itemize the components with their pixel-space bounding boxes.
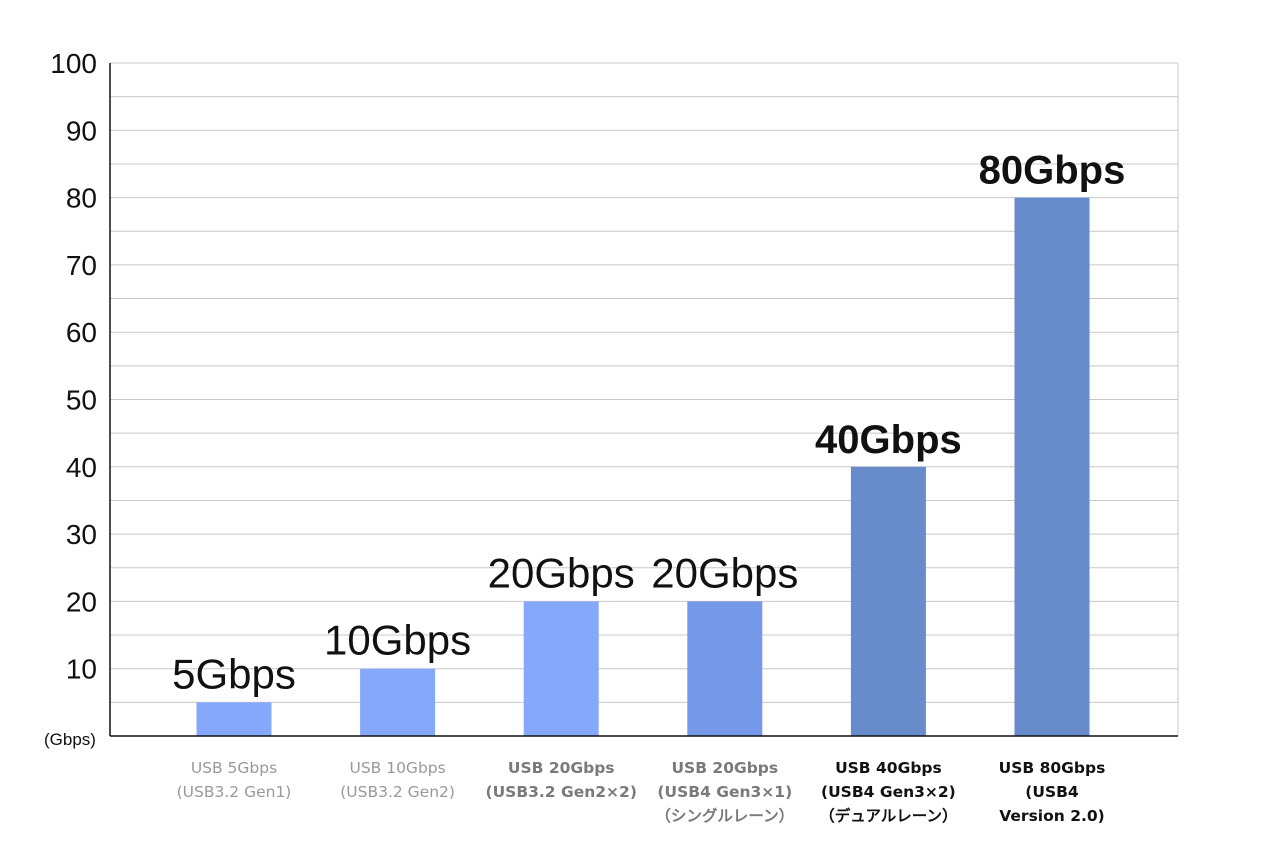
data-label: 80Gbps: [979, 149, 1126, 193]
y-tick-label: 20: [66, 586, 97, 617]
data-label: 10Gbps: [324, 617, 471, 664]
y-tick-label: 100: [50, 48, 97, 79]
grid-lines: [110, 62, 1179, 736]
category-label: Version 2.0): [999, 807, 1104, 825]
data-label: 40Gbps: [815, 418, 962, 462]
category-label: USB 20Gbps: [671, 759, 778, 777]
category-label: (USB3.2 Gen2): [340, 783, 455, 801]
category-label: (USB3.2 Gen2×2): [485, 783, 636, 801]
y-tick-label: 70: [66, 250, 97, 281]
category-labels: USB 5Gbps (USB3.2 Gen1) USB 10Gbps (USB3.2 …: [177, 759, 1106, 825]
category-label: （デュアルレーン）: [819, 806, 957, 825]
category-label: USB 10Gbps: [349, 759, 445, 777]
y-tick-label: 40: [66, 452, 97, 483]
category-label: USB 5Gbps: [191, 759, 277, 777]
data-label: 20Gbps: [488, 549, 635, 596]
category-label: (USB3.2 Gen1): [177, 783, 292, 801]
category-label: USB 80Gbps: [999, 759, 1106, 777]
data-label: 20Gbps: [651, 549, 798, 596]
category-label: (USB4: [1025, 783, 1079, 801]
category-label: USB 20Gbps: [508, 759, 615, 777]
axes: [109, 63, 1178, 737]
category-label: (USB4 Gen3×2): [821, 783, 956, 801]
data-label: 5Gbps: [172, 650, 296, 697]
bar: [687, 601, 763, 736]
category-label: （シングルレーン）: [655, 806, 794, 825]
bar: [196, 702, 272, 736]
category-label: USB 40Gbps: [835, 759, 942, 777]
y-tick-label: 30: [66, 519, 97, 550]
y-tick-label: 50: [66, 385, 97, 416]
y-axis-unit-label: (Gbps): [44, 730, 96, 749]
y-axis-ticks: 10 20 30 40 50 60 70 80 90 100: [50, 48, 97, 685]
value-labels: 5Gbps 10Gbps 20Gbps 20Gbps 40Gbps 80Gbps: [172, 149, 1125, 698]
bars: [196, 197, 1090, 737]
y-tick-label: 90: [66, 115, 97, 146]
bar: [360, 668, 436, 736]
category-label: (USB4 Gen3×1): [657, 783, 792, 801]
bar: [1014, 197, 1090, 737]
y-tick-label: 80: [66, 183, 97, 214]
y-tick-label: 10: [66, 654, 97, 685]
bar: [850, 466, 926, 736]
bar: [523, 601, 599, 736]
y-tick-label: 60: [66, 317, 97, 348]
